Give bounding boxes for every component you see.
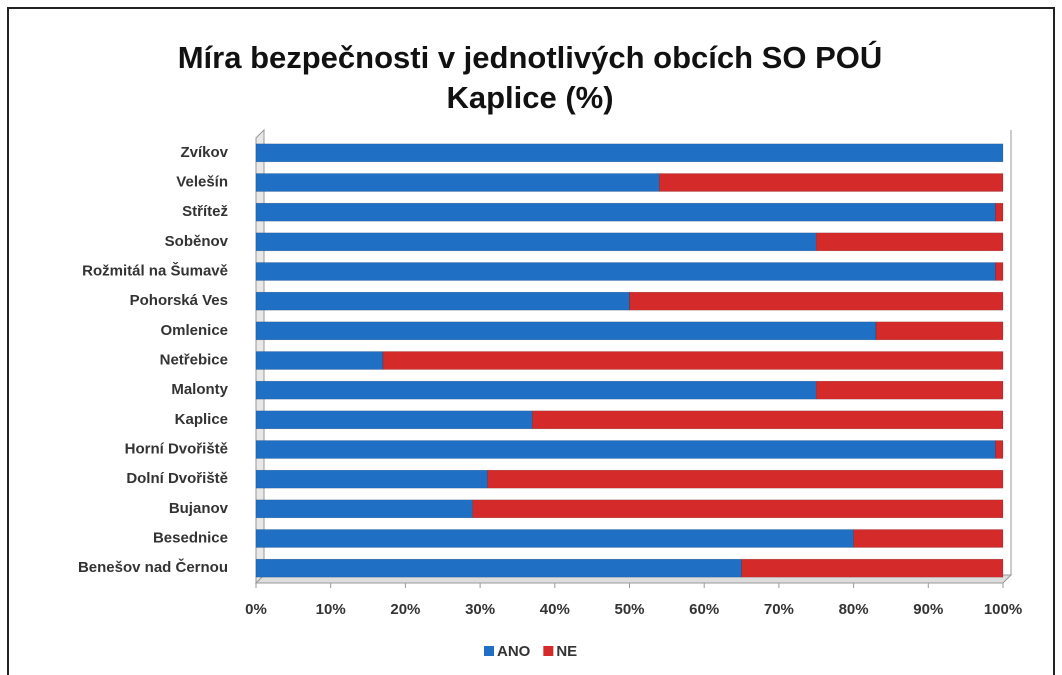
legend-label: NE — [556, 643, 577, 660]
y-tick-label: Zvíkov — [180, 144, 228, 161]
bar-segment — [629, 291, 1004, 311]
legend-swatch — [543, 646, 554, 656]
bar-segment — [255, 321, 877, 341]
x-tick-label: 30% — [465, 601, 495, 618]
bar-segment — [816, 380, 1004, 400]
y-tick-label: Benešov nad Černou — [78, 558, 228, 576]
chart-title: Míra bezpečnosti v jednotlivých obcích S… — [177, 40, 883, 115]
y-tick-label: Netřebice — [160, 351, 228, 368]
bar-segment — [875, 321, 1004, 341]
bar-segment — [255, 440, 996, 459]
legend-swatch — [484, 646, 494, 656]
bar-segment — [255, 232, 817, 252]
bar-segment — [255, 262, 996, 281]
bar-segment — [472, 499, 1004, 519]
x-tick-label: 20% — [390, 601, 420, 618]
x-tick-label: 0% — [245, 601, 267, 618]
x-tick-label: 10% — [316, 601, 346, 618]
bar-segment — [255, 380, 817, 400]
y-tick-label: Střítež — [182, 203, 228, 220]
bar-segment — [255, 202, 996, 222]
y-tick-label: Horní Dvořiště — [125, 440, 228, 457]
bar-segment — [995, 440, 1004, 459]
x-tick-label: 100% — [984, 601, 1022, 618]
x-tick-label: 70% — [764, 601, 794, 618]
bar-segment — [255, 499, 473, 519]
bar-segment — [255, 558, 742, 578]
x-tick-label: 50% — [614, 601, 644, 618]
y-tick-label: Pohorská Ves — [130, 292, 228, 309]
y-tick-label: Omlenice — [160, 322, 228, 339]
bar-segment — [816, 232, 1004, 252]
bar-segment — [255, 143, 1004, 163]
bar-segment — [741, 558, 1004, 578]
bar-segment — [255, 173, 660, 192]
bar-segment — [532, 410, 1004, 430]
y-tick-label: Malonty — [171, 381, 228, 398]
bar-segment — [995, 202, 1004, 222]
bar-segment — [659, 173, 1004, 192]
x-tick-label: 80% — [839, 601, 869, 618]
bar-segment — [995, 262, 1004, 281]
bar-segment — [255, 529, 854, 548]
y-tick-label: Bujanov — [169, 500, 229, 517]
y-tick-label: Velešín — [176, 173, 228, 190]
frame — [7, 7, 1055, 675]
y-tick-label: Dolní Dvořiště — [126, 470, 228, 487]
bar-segment — [487, 469, 1004, 489]
y-tick-label: Soběnov — [165, 233, 229, 250]
x-tick-label: 90% — [913, 601, 943, 618]
legend-label: ANO — [497, 643, 531, 660]
bar-segment — [255, 469, 488, 489]
x-tick-label: 40% — [540, 601, 570, 618]
bar-segment — [255, 351, 384, 370]
y-tick-label: Rožmitál na Šumavě — [82, 261, 228, 279]
bar-segment — [255, 410, 533, 430]
bar-segment — [853, 529, 1004, 548]
x-tick-label: 60% — [689, 601, 719, 618]
y-tick-label: Kaplice — [175, 411, 228, 428]
bar-segment — [255, 291, 630, 311]
y-tick-label: Besednice — [153, 529, 228, 546]
bar-segment — [382, 351, 1004, 370]
